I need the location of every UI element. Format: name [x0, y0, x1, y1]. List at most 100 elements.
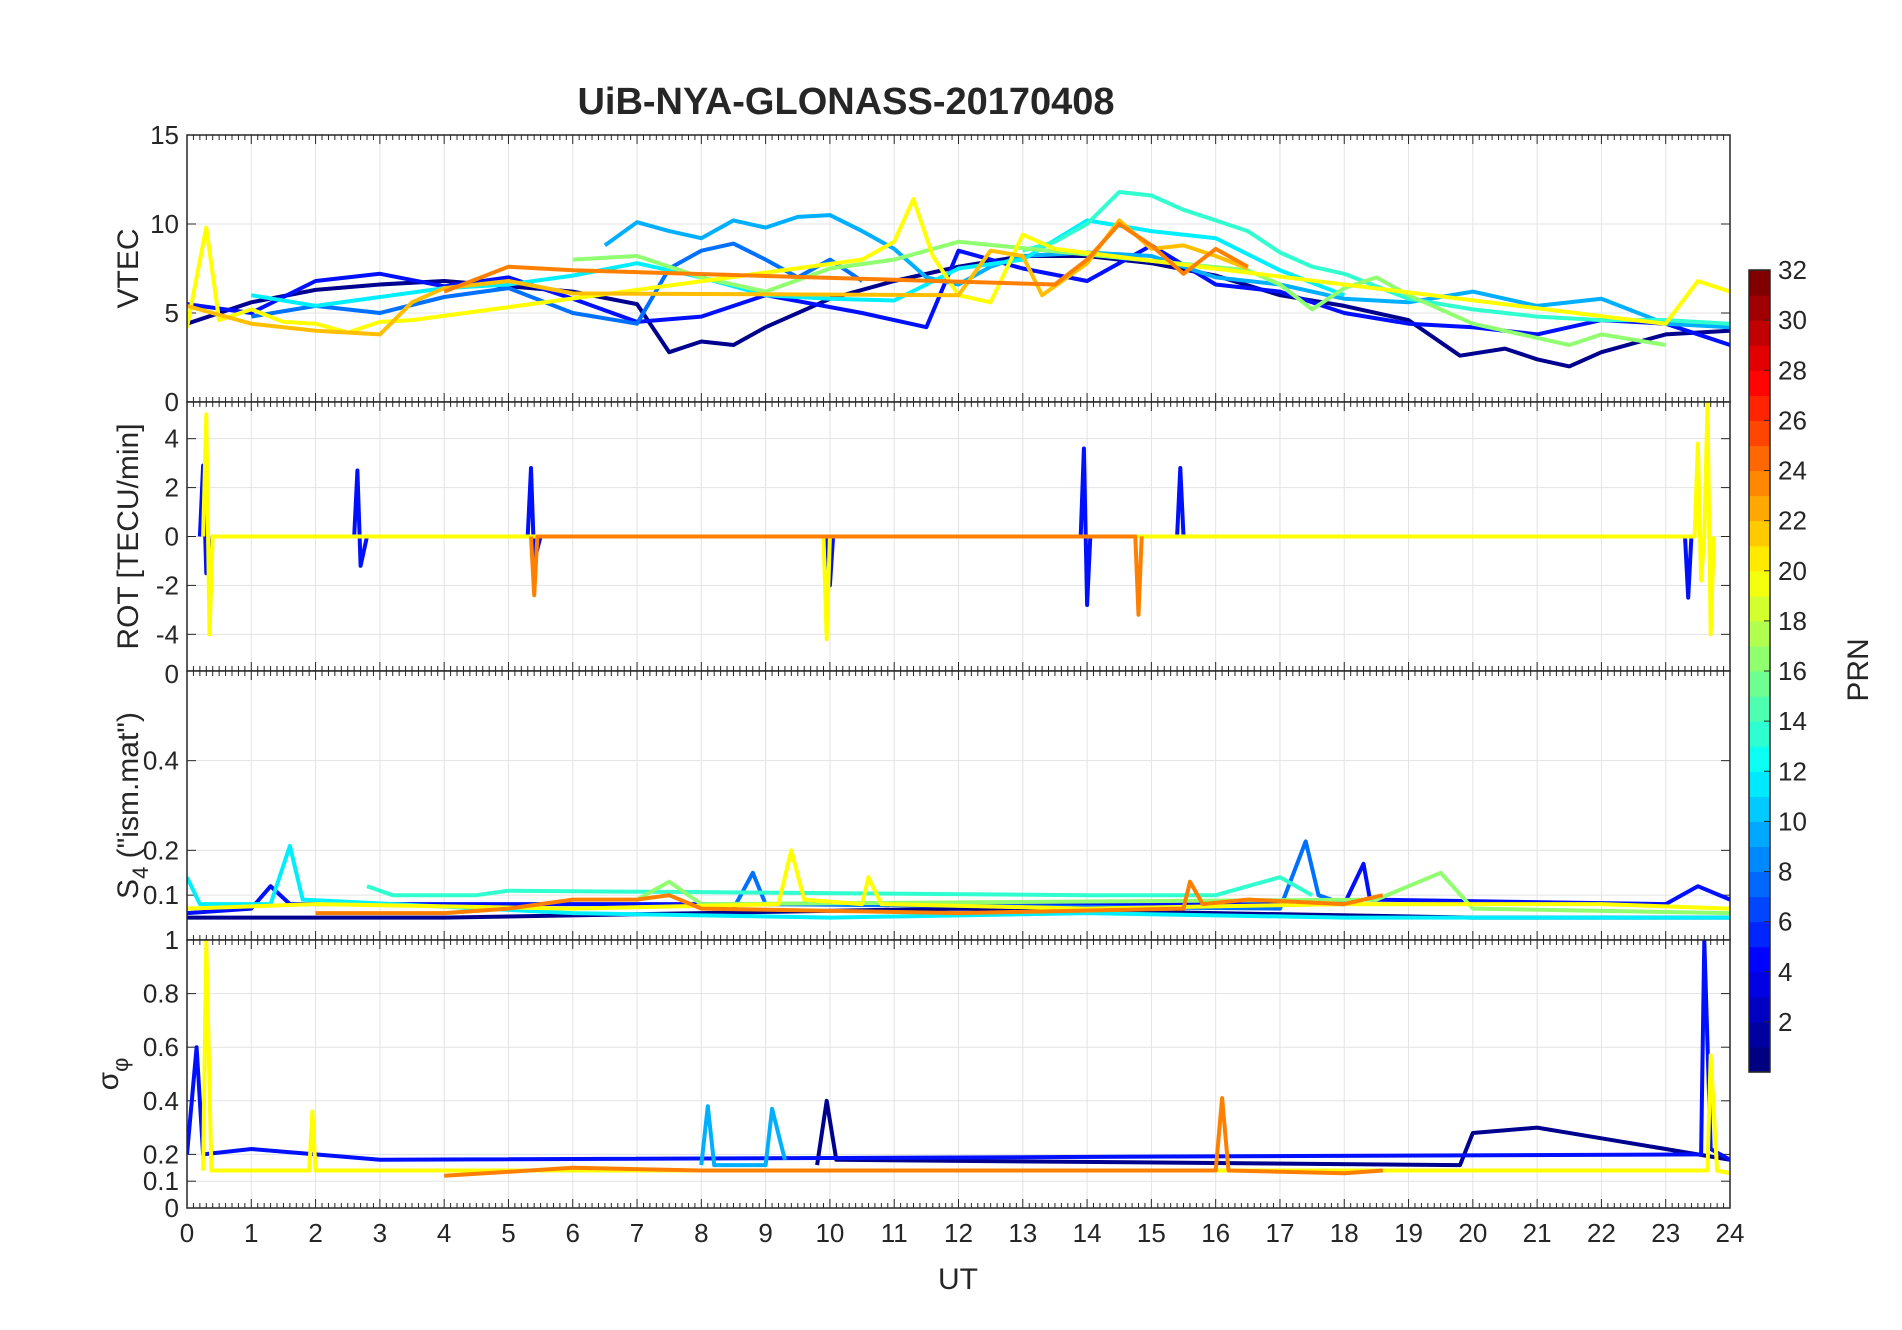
colorbar-swatch	[1749, 896, 1770, 923]
series-group	[187, 190, 1730, 369]
y-tick-label: 0.6	[143, 1032, 179, 1062]
series-prn-24	[529, 534, 1144, 617]
colorbar-swatch	[1749, 470, 1770, 497]
colorbar-tick-label: 12	[1778, 756, 1807, 786]
series-prn-5	[187, 861, 1730, 916]
colorbar-swatch	[1749, 620, 1770, 647]
x-tick-label: 20	[1458, 1218, 1487, 1248]
colorbar-tick-label: 22	[1778, 506, 1807, 536]
colorbar-swatch	[1749, 295, 1770, 321]
x-tick-label: 21	[1523, 1218, 1552, 1248]
series-group	[187, 940, 1730, 1178]
panel-s4: 0.1 0.2 0.4 0 S4 ("ism.mat")	[112, 659, 1731, 941]
y-tick-label: 0.4	[143, 1086, 179, 1116]
colorbar-swatch	[1749, 721, 1770, 747]
series-prn-5	[187, 940, 1730, 1162]
series-prn-10	[699, 1104, 787, 1168]
y-tick-label: 0.2	[143, 1139, 179, 1169]
series-prn-12	[250, 218, 1346, 308]
x-tick-label: 4	[437, 1218, 451, 1248]
plot-frame	[186, 939, 1731, 1209]
colorbar-swatch	[1749, 796, 1770, 822]
colorbar-swatch	[1749, 395, 1770, 421]
series-prn-10	[603, 213, 1730, 330]
x-tick-label: 15	[1137, 1218, 1166, 1248]
x-tick-label: 1	[244, 1218, 258, 1248]
colorbar-tick-label: 8	[1778, 857, 1792, 887]
colorbar-swatch	[1749, 671, 1770, 697]
y-tick-label: 0	[165, 1193, 179, 1223]
x-tick-label: 9	[758, 1218, 772, 1248]
colorbar-swatch	[1749, 771, 1770, 797]
panel-rot: -4 -2 0 2 4 ROT [TECU/min]	[112, 401, 1731, 672]
x-tick-label: 18	[1330, 1218, 1359, 1248]
colorbar-label: PRN	[1842, 638, 1875, 701]
colorbar-swatch	[1749, 946, 1770, 973]
colorbar-tick-label: 18	[1778, 606, 1807, 636]
colorbar-tick-label: 16	[1778, 656, 1807, 686]
x-tick-label: 22	[1587, 1218, 1616, 1248]
colorbar-swatch	[1749, 570, 1770, 597]
y-tick-label: 0	[165, 387, 179, 417]
y-tick-label: 1	[165, 925, 179, 955]
colorbar-tick-label: 4	[1778, 957, 1792, 987]
y-tick-label: 0.1	[143, 880, 179, 910]
colorbar-swatch	[1749, 270, 1770, 296]
x-tick-label: 11	[881, 1218, 908, 1248]
colorbar-swatch	[1749, 971, 1770, 998]
colorbar-tick-label: 14	[1778, 706, 1807, 736]
x-tick-label: 3	[373, 1218, 387, 1248]
y-axis-label-s4: S4 ("ism.mat")	[112, 712, 153, 899]
series-group	[197, 402, 1716, 642]
x-tick-label: 23	[1651, 1218, 1680, 1248]
y-axis-label-vtec: VTEC	[112, 228, 145, 308]
series-prn-20	[201, 402, 1716, 642]
y-tick-label: 2	[165, 473, 179, 503]
colorbar-tick-label: 26	[1778, 405, 1807, 435]
x-tick-label: 16	[1201, 1218, 1230, 1248]
x-tick-label: 6	[566, 1218, 580, 1248]
colorbar-tick-label: 30	[1778, 305, 1807, 335]
x-tick-label: 5	[501, 1218, 515, 1248]
colorbar-tick-label: 2	[1778, 1007, 1792, 1037]
x-tick-label: 12	[944, 1218, 973, 1248]
colorbar-swatch	[1749, 921, 1770, 948]
colorbar-swatch	[1749, 821, 1770, 848]
series-group	[187, 839, 1730, 920]
series-prn-14	[1022, 190, 1730, 326]
colorbar-swatch	[1749, 1046, 1770, 1073]
y-tick-label: 0.1	[143, 1166, 179, 1196]
colorbar-tick-label: 32	[1778, 255, 1807, 285]
colorbar-swatch	[1749, 320, 1770, 346]
chart-title: UiB-NYA-GLONASS-20170408	[577, 81, 1114, 123]
colorbar-swatch	[1749, 345, 1770, 371]
y-tick-label: 0.4	[143, 746, 179, 776]
series-prn-14	[366, 875, 1314, 898]
colorbar-tick-label: 28	[1778, 355, 1807, 385]
y-tick-label: 0	[165, 659, 179, 689]
y-tick-label: 10	[150, 209, 179, 239]
colorbar-swatch	[1749, 545, 1770, 572]
x-tick-label: 24	[1716, 1218, 1745, 1248]
colorbar-swatch	[1749, 420, 1770, 447]
colorbar-swatch	[1749, 996, 1770, 1023]
colorbar-swatch	[1749, 746, 1770, 772]
x-tick-label: 2	[308, 1218, 322, 1248]
colorbar-tick-label: 20	[1778, 556, 1807, 586]
colorbar-swatch	[1749, 1021, 1770, 1048]
y-axis-label-sigma_phi: σφ	[92, 1058, 133, 1091]
y-tick-label: 0.2	[143, 835, 179, 865]
panel-vtec: 0 5 10 15 VTEC	[112, 120, 1731, 417]
colorbar-swatch	[1749, 645, 1770, 672]
series-prn-8	[731, 839, 1345, 911]
y-tick-label: 5	[165, 298, 179, 328]
series-prn-24	[443, 222, 1249, 294]
y-axis-label-rot: ROT [TECU/min]	[112, 423, 145, 649]
colorbar-swatch	[1749, 520, 1770, 547]
series-prn-20	[201, 940, 1730, 1176]
x-tick-label: 17	[1265, 1218, 1294, 1248]
colorbar-tick-label: 10	[1778, 806, 1807, 836]
